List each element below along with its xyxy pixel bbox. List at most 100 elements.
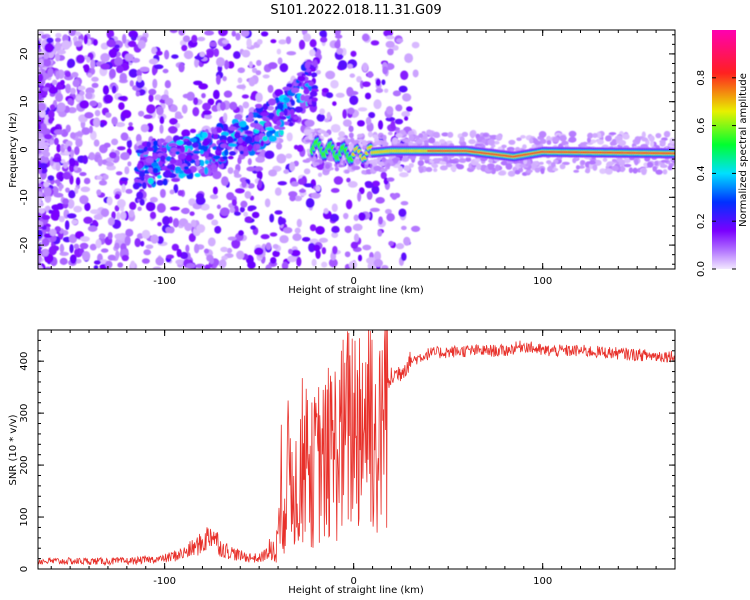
spectrogram-cell [487, 164, 494, 171]
spectrogram-cell [367, 131, 373, 138]
spectrogram-cell [628, 167, 633, 174]
spectrogram-cell [170, 152, 176, 158]
spectrogram-cell [79, 242, 89, 250]
spectrogram-cell [147, 167, 154, 173]
spectrogram-cell [290, 249, 301, 257]
spectrogram-cell [140, 240, 145, 247]
spectrogram-cell [121, 109, 132, 119]
spectrogram-cell [383, 88, 389, 93]
spectrogram-cell [193, 97, 199, 106]
spectrogram-cell [391, 137, 399, 145]
spectrogram-cell [143, 114, 153, 119]
spectrogram-cell [136, 75, 142, 83]
spectrogram-cell [475, 163, 482, 171]
spectrogram-cell [412, 69, 419, 78]
spectrogram-cell [130, 260, 136, 269]
spectrogram-cell [531, 163, 537, 169]
spectrogram-cell [386, 162, 391, 168]
spectrogram-cell [96, 175, 103, 180]
spectrogram-cell [209, 257, 215, 265]
spectrogram-cell [262, 135, 268, 142]
spectrogram-cell [458, 158, 467, 164]
spectrogram-cell [381, 264, 389, 269]
spectrogram-cell [94, 109, 101, 117]
colorbar-tick-label: 0.8 [696, 70, 707, 86]
spectrogram-cell [47, 175, 55, 181]
spectrogram-cell [185, 244, 190, 253]
spectrogram-cell [90, 67, 96, 75]
spectrogram-cell [234, 188, 245, 194]
spectrogram-cell [43, 58, 52, 67]
spectrogram-cell [493, 140, 500, 145]
spectrogram-cell [441, 132, 449, 137]
spectrogram-cell [42, 73, 50, 80]
spectrogram-cell [43, 181, 50, 188]
spectrogram-cell [401, 252, 407, 262]
spectrogram-cell [55, 92, 64, 103]
spectrogram-cell [265, 242, 272, 251]
spectrogram-cell [349, 137, 355, 143]
spectrogram-cell [55, 70, 60, 80]
spectrogram-cell [116, 211, 121, 221]
spectrogram-cell [212, 170, 222, 180]
spectrogram-cell [256, 170, 263, 180]
spectrogram-cell [216, 127, 223, 133]
spectrogram-cell [279, 129, 284, 136]
spectrogram-cell [137, 206, 142, 212]
spectrogram-cell [152, 266, 162, 269]
spectrogram-cell [396, 38, 404, 43]
spectrogram-cell [38, 102, 46, 111]
spectrogram-cell [398, 166, 404, 172]
spectrogram-cell [51, 204, 61, 211]
spectrogram-cell [47, 117, 53, 124]
spectrogram-cell [508, 139, 516, 145]
spectrogram-cell [331, 225, 340, 234]
spectrogram-cell [344, 251, 351, 258]
spectrogram-cell [238, 230, 244, 237]
spectrogram-cell [538, 161, 544, 165]
spectrogram-cell [265, 126, 274, 131]
spectrogram-cell [313, 162, 320, 166]
spectrogram-cell [102, 85, 110, 95]
spectrogram-cell [227, 155, 234, 160]
spectrogram-cell [391, 193, 398, 200]
spectrogram-cell [465, 157, 472, 162]
spectrogram-cell [303, 88, 310, 95]
spectrogram-cell [181, 104, 188, 114]
spectrogram-cell [388, 240, 394, 247]
spectrogram-cell [365, 116, 372, 126]
spectrogram-cell [373, 99, 382, 110]
spectrogram-cell [348, 260, 358, 269]
spectrogram-cell [298, 39, 306, 50]
spectrogram-cell [138, 110, 145, 117]
spectrogram-cell [418, 165, 423, 171]
spectrogram-cell [124, 166, 130, 175]
spectrogram-cell [270, 39, 277, 44]
snr-x-tick-label: -100 [153, 576, 176, 587]
spectrogram-cell [277, 181, 287, 186]
spectrogram-cell [177, 153, 187, 160]
spectrogram-cell [338, 60, 348, 70]
spectrogram-cell [77, 85, 86, 91]
spectrogram-cell [204, 159, 210, 165]
spectrogram-cell [357, 191, 362, 202]
spectrogram-cell [274, 210, 283, 215]
spectrogram-cell [152, 140, 159, 146]
spectrogram-cell [74, 131, 84, 137]
spectrogram-cell [244, 135, 253, 144]
spectrogram-cell [38, 183, 44, 190]
spectrogram-cell [80, 186, 91, 193]
spectrogram-cell [325, 70, 336, 80]
spectrogram-cell [305, 198, 315, 208]
spectrogram-cell [525, 169, 533, 174]
spectrogram-cell [176, 145, 181, 149]
spectrogram-cell [185, 140, 193, 147]
spectrogram-cell [149, 211, 157, 220]
spectrogram-cell [80, 236, 90, 242]
spectrogram-cell [159, 188, 166, 198]
spectrogram-cell [237, 156, 242, 165]
spectrogram-cell [185, 263, 196, 269]
spectrogram-cell [220, 246, 229, 253]
spectrogram-cell [126, 139, 132, 149]
spectrogram-cell [283, 169, 290, 174]
